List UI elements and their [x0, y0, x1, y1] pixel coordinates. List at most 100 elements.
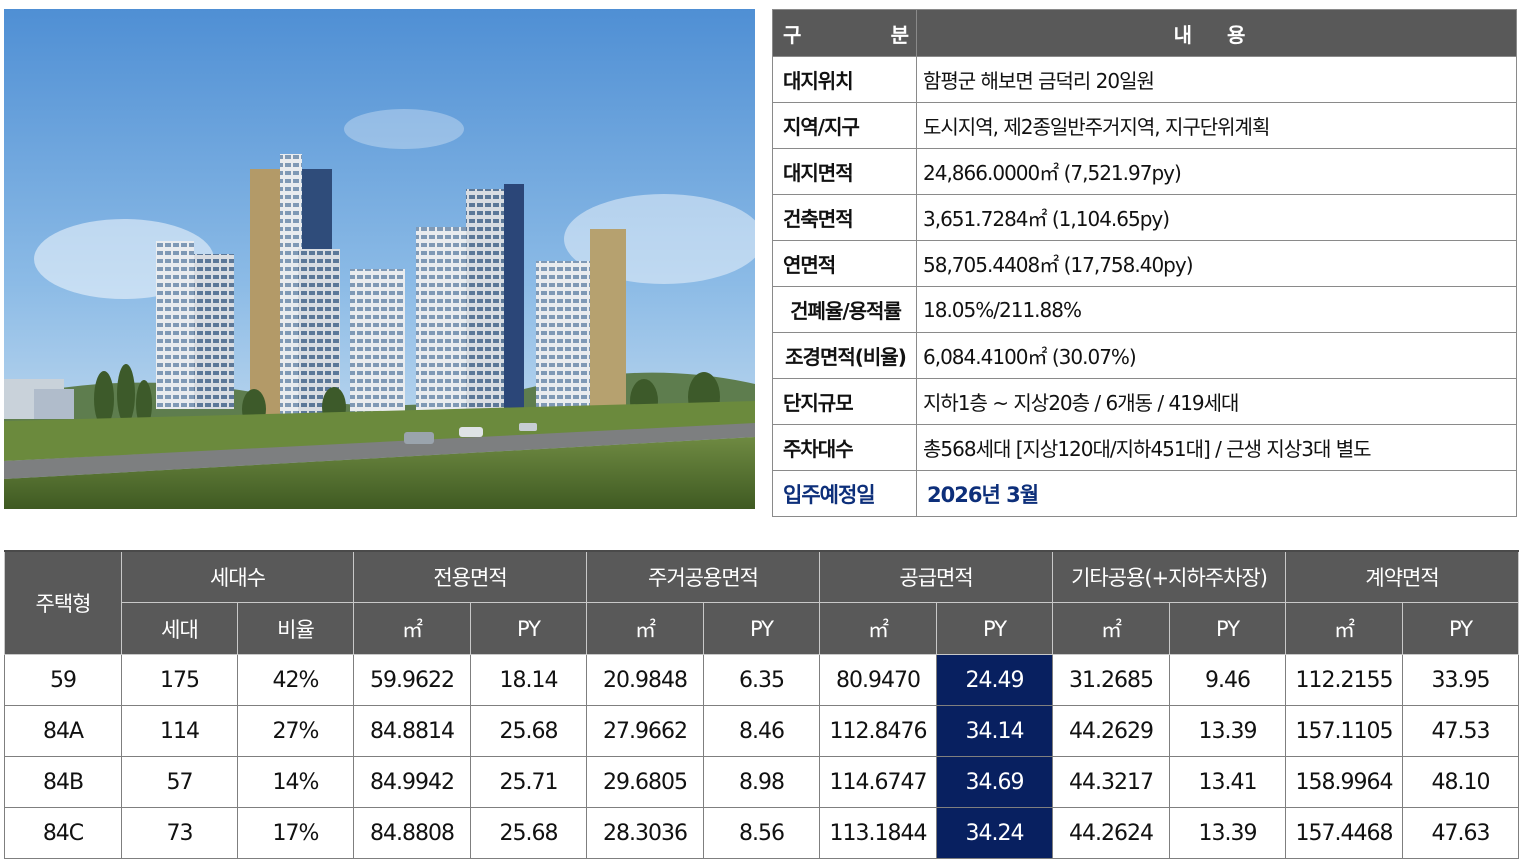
overview-value: 3,651.7284㎡ (1,104.65py)	[916, 194, 1517, 241]
other-common-area-header: 기타공용(+지하주차장)	[1052, 550, 1287, 603]
sub-header-py: PY	[936, 602, 1054, 655]
table-row: 59 175 42% 59.9622 18.14 20.9848 6.35 80…	[4, 654, 1520, 706]
overview-value: 58,705.4408㎡ (17,758.40py)	[916, 240, 1517, 287]
apartment-rendering-image	[4, 9, 755, 509]
exclusive-area-header: 전용면적	[353, 550, 587, 603]
overview-row: 건축면적 3,651.7284㎡ (1,104.65py)	[772, 194, 1517, 241]
cell-exclusive-py: 18.14	[470, 654, 587, 706]
cell-other-py: 13.39	[1169, 807, 1287, 859]
cell-residential-m2: 20.9848	[586, 654, 704, 706]
cell-contract-py: 47.53	[1402, 705, 1520, 757]
cell-type: 84A	[4, 705, 122, 757]
sub-header-py: PY	[1402, 602, 1520, 655]
overview-value: 6,084.4100㎡ (30.07%)	[916, 332, 1517, 379]
cell-residential-m2: 29.6805	[586, 756, 704, 808]
cell-supply-m2: 112.8476	[819, 705, 938, 757]
cell-other-py: 13.41	[1169, 756, 1287, 808]
sub-header-count: 세대	[121, 602, 238, 655]
overview-row: 대지면적 24,866.0000㎡ (7,521.97py)	[772, 148, 1517, 195]
overview-key: 조경면적(비율)	[772, 332, 917, 379]
cell-contract-m2: 112.2155	[1285, 654, 1404, 706]
cell-supply-m2: 114.6747	[819, 756, 938, 808]
project-overview-table: 구 분 내 용 대지위치 함평군 해보면 금덕리 20일원 지역/지구 도시지역…	[772, 9, 1517, 517]
sub-header-m2: ㎡	[1285, 602, 1404, 655]
cell-ratio: 17%	[237, 807, 354, 859]
cell-exclusive-py: 25.71	[470, 756, 587, 808]
cell-other-py: 9.46	[1169, 654, 1287, 706]
cell-supply-py-highlight: 24.49	[936, 654, 1054, 706]
cell-ratio: 42%	[237, 654, 354, 706]
cell-supply-py-highlight: 34.69	[936, 756, 1054, 808]
cell-exclusive-m2: 84.8808	[353, 807, 471, 859]
cell-count: 114	[121, 705, 238, 757]
cell-exclusive-m2: 84.8814	[353, 705, 471, 757]
overview-row-move-in: 입주예정일 2026년 3월	[772, 470, 1517, 517]
table-row: 84A 114 27% 84.8814 25.68 27.9662 8.46 1…	[4, 705, 1520, 757]
overview-header-key: 구 분	[772, 9, 917, 57]
overview-row: 주차대수 총568세대 [지상120대/지하451대] / 근생 지상3대 별도	[772, 424, 1517, 471]
overview-value: 도시지역, 제2종일반주거지역, 지구단위계획	[916, 102, 1517, 149]
sub-header-py: PY	[1169, 602, 1287, 655]
overview-key: 주차대수	[772, 424, 917, 471]
cell-count: 57	[121, 756, 238, 808]
cell-other-m2: 44.2629	[1052, 705, 1171, 757]
overview-key: 대지면적	[772, 148, 917, 195]
overview-key: 건축면적	[772, 194, 917, 241]
overview-key: 입주예정일	[772, 470, 917, 517]
overview-key: 지역/지구	[772, 102, 917, 149]
overview-header-value: 내 용	[916, 9, 1517, 57]
sub-header-py: PY	[702, 602, 821, 655]
cell-type: 59	[4, 654, 122, 706]
cell-type: 84C	[4, 807, 122, 859]
cell-residential-py: 8.56	[702, 807, 821, 859]
cell-other-m2: 44.2624	[1052, 807, 1171, 859]
cell-ratio: 14%	[237, 756, 354, 808]
cell-supply-py-highlight: 34.24	[936, 807, 1054, 859]
cell-contract-py: 33.95	[1402, 654, 1520, 706]
sub-header-m2: ㎡	[353, 602, 471, 655]
cell-exclusive-py: 25.68	[470, 807, 587, 859]
households-header: 세대수	[121, 550, 354, 603]
cell-exclusive-m2: 84.9942	[353, 756, 471, 808]
overview-row: 조경면적(비율) 6,084.4100㎡ (30.07%)	[772, 332, 1517, 379]
overview-key: 대지위치	[772, 56, 917, 103]
overview-value: 총568세대 [지상120대/지하451대] / 근생 지상3대 별도	[916, 424, 1517, 471]
cell-supply-py-highlight: 34.14	[936, 705, 1054, 757]
table-row: 84B 57 14% 84.9942 25.71 29.6805 8.98 11…	[4, 756, 1520, 808]
cell-count: 73	[121, 807, 238, 859]
cell-residential-py: 8.46	[702, 705, 821, 757]
unit-type-header: 주택형	[4, 550, 122, 655]
sub-header-m2: ㎡	[1052, 602, 1171, 655]
contract-area-header: 계약면적	[1285, 550, 1520, 603]
cell-residential-m2: 27.9662	[586, 705, 704, 757]
overview-value: 24,866.0000㎡ (7,521.97py)	[916, 148, 1517, 195]
cell-exclusive-py: 25.68	[470, 705, 587, 757]
overview-key: 건폐율/용적률	[772, 286, 917, 333]
overview-row: 대지위치 함평군 해보면 금덕리 20일원	[772, 56, 1517, 103]
overview-row: 지역/지구 도시지역, 제2종일반주거지역, 지구단위계획	[772, 102, 1517, 149]
overview-key: 연면적	[772, 240, 917, 287]
cell-contract-m2: 158.9964	[1285, 756, 1404, 808]
table-row: 84C 73 17% 84.8808 25.68 28.3036 8.56 11…	[4, 807, 1520, 859]
overview-value: 18.05%/211.88%	[916, 286, 1517, 333]
cell-supply-m2: 80.9470	[819, 654, 938, 706]
supply-area-header: 공급면적	[819, 550, 1054, 603]
cell-count: 175	[121, 654, 238, 706]
unit-area-table: 주택형 세대수 전용면적 주거공용면적 공급면적 기타공용(+지하주차장) 계약…	[4, 550, 1520, 859]
overview-value: 2026년 3월	[916, 470, 1517, 517]
cell-contract-py: 47.63	[1402, 807, 1520, 859]
cell-supply-m2: 113.1844	[819, 807, 938, 859]
cell-residential-m2: 28.3036	[586, 807, 704, 859]
overview-key: 단지규모	[772, 378, 917, 425]
cell-contract-m2: 157.1105	[1285, 705, 1404, 757]
sub-header-py: PY	[470, 602, 587, 655]
cell-residential-py: 8.98	[702, 756, 821, 808]
sub-header-m2: ㎡	[819, 602, 938, 655]
overview-value: 함평군 해보면 금덕리 20일원	[916, 56, 1517, 103]
cell-other-m2: 31.2685	[1052, 654, 1171, 706]
sub-header-m2: ㎡	[586, 602, 704, 655]
cell-type: 84B	[4, 756, 122, 808]
overview-row: 연면적 58,705.4408㎡ (17,758.40py)	[772, 240, 1517, 287]
overview-header-row: 구 분 내 용	[772, 9, 1517, 57]
overview-row: 단지규모 지하1층 ~ 지상20층 / 6개동 / 419세대	[772, 378, 1517, 425]
